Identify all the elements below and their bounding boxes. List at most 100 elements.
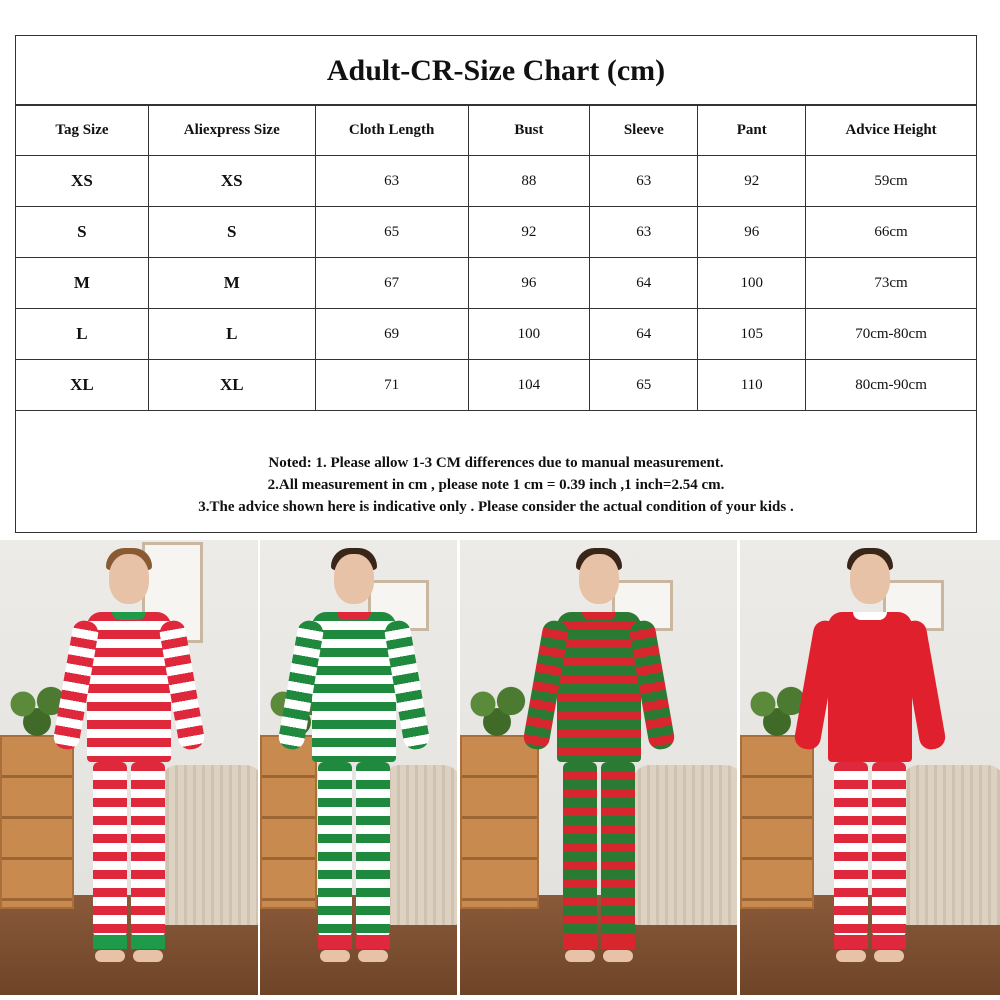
- table-cell: 64: [589, 257, 699, 309]
- photo-man-green-white-stripes: [260, 540, 457, 995]
- left-foot: [319, 950, 350, 962]
- top: [556, 612, 641, 762]
- armchair: [159, 765, 258, 925]
- dresser: [260, 735, 318, 909]
- left-ankle-cuff: [834, 935, 868, 949]
- table-cell: 110: [697, 359, 807, 411]
- table-cell: XL: [147, 359, 316, 411]
- right-foot: [602, 950, 633, 962]
- left-leg: [93, 762, 127, 937]
- head: [850, 554, 890, 604]
- size-chart: Adult-CR-Size Chart (cm) Tag Size Aliexp…: [15, 35, 977, 533]
- right-ankle-cuff: [355, 935, 390, 949]
- left-leg: [317, 762, 352, 937]
- armchair: [382, 765, 457, 925]
- photo-woman-red-white-stripes: [0, 540, 258, 995]
- left-foot: [836, 950, 866, 962]
- right-foot: [133, 950, 163, 962]
- table-cell: M: [15, 257, 149, 309]
- table-cell: 64: [589, 308, 699, 360]
- right-leg: [355, 762, 390, 937]
- table-cell: 92: [467, 206, 591, 258]
- table-cell: 92: [697, 155, 807, 207]
- col-aliexpress-size: Aliexpress Size: [147, 104, 316, 156]
- table-cell: 70cm-80cm: [805, 308, 977, 360]
- table-cell: 63: [589, 155, 699, 207]
- right-leg: [600, 762, 635, 937]
- table-cell: 105: [697, 308, 807, 360]
- table-cell: XS: [15, 155, 149, 207]
- col-pant: Pant: [697, 104, 807, 156]
- table-cell: 80cm-90cm: [805, 359, 977, 411]
- right-ankle-cuff: [131, 935, 165, 949]
- right-leg: [872, 762, 906, 937]
- photo-man-red-top: [740, 540, 1000, 995]
- dresser: [740, 735, 815, 909]
- table-cell: 67: [314, 257, 469, 309]
- table-row: XS XS 63 88 63 92 59cm: [15, 155, 977, 207]
- armchair: [901, 765, 1000, 925]
- table-cell: 100: [467, 308, 591, 360]
- note-1: Noted: 1. Please allow 1-3 CM difference…: [268, 454, 724, 471]
- right-ankle-cuff: [600, 935, 635, 949]
- col-sleeve: Sleeve: [589, 104, 699, 156]
- table-cell: M: [147, 257, 316, 309]
- note-2: 2.All measurement in cm , please note 1 …: [267, 476, 725, 493]
- collar: [853, 612, 887, 620]
- dresser: [460, 735, 539, 909]
- table-cell: XS: [147, 155, 316, 207]
- right-leg: [131, 762, 165, 937]
- photo-man-green-red-stripes: [460, 540, 737, 995]
- table-cell: 69: [314, 308, 469, 360]
- col-advice-height: Advice Height: [805, 104, 977, 156]
- right-foot: [357, 950, 388, 962]
- col-cloth-length: Cloth Length: [314, 104, 469, 156]
- table-cell: XL: [15, 359, 149, 411]
- table-row: M M 67 96 64 100 73cm: [15, 257, 977, 309]
- top: [311, 612, 396, 762]
- table-header: Tag Size Aliexpress Size Cloth Length Bu…: [15, 104, 977, 156]
- table-cell: 71: [314, 359, 469, 411]
- left-ankle-cuff: [93, 935, 127, 949]
- left-leg: [834, 762, 868, 937]
- table-cell: 63: [314, 155, 469, 207]
- table-cell: 73cm: [805, 257, 977, 309]
- col-tag-size: Tag Size: [15, 104, 149, 156]
- plant: [462, 680, 532, 740]
- table-cell: 96: [697, 206, 807, 258]
- head: [578, 554, 619, 604]
- collar: [112, 612, 146, 620]
- left-leg: [562, 762, 597, 937]
- left-ankle-cuff: [317, 935, 352, 949]
- left-foot: [564, 950, 595, 962]
- table-cell: S: [15, 206, 149, 258]
- collar: [336, 612, 371, 620]
- head: [109, 554, 149, 604]
- armchair: [631, 765, 737, 925]
- left-ankle-cuff: [562, 935, 597, 949]
- table-row: L L 69 100 64 105 70cm-80cm: [15, 308, 977, 360]
- table-cell: 96: [467, 257, 591, 309]
- right-ankle-cuff: [872, 935, 906, 949]
- col-bust: Bust: [467, 104, 591, 156]
- top: [828, 612, 912, 762]
- table-row: XL XL 71 104 65 110 80cm-90cm: [15, 359, 977, 411]
- collar: [581, 612, 616, 620]
- table-cell: 66cm: [805, 206, 977, 258]
- table-cell: 59cm: [805, 155, 977, 207]
- table-cell: 63: [589, 206, 699, 258]
- note-3: 3.The advice shown here is indicative on…: [198, 498, 794, 515]
- table-cell: S: [147, 206, 316, 258]
- table-row: S S 65 92 63 96 66cm: [15, 206, 977, 258]
- right-foot: [874, 950, 904, 962]
- size-table: Tag Size Aliexpress Size Cloth Length Bu…: [15, 104, 977, 411]
- table-cell: 88: [467, 155, 591, 207]
- table-cell: L: [147, 308, 316, 360]
- chart-title: Adult-CR-Size Chart (cm): [16, 36, 976, 106]
- dresser: [0, 735, 74, 909]
- notes: Noted: 1. Please allow 1-3 CM difference…: [16, 436, 976, 533]
- left-foot: [95, 950, 125, 962]
- table-cell: L: [15, 308, 149, 360]
- table-cell: 104: [467, 359, 591, 411]
- table-cell: 100: [697, 257, 807, 309]
